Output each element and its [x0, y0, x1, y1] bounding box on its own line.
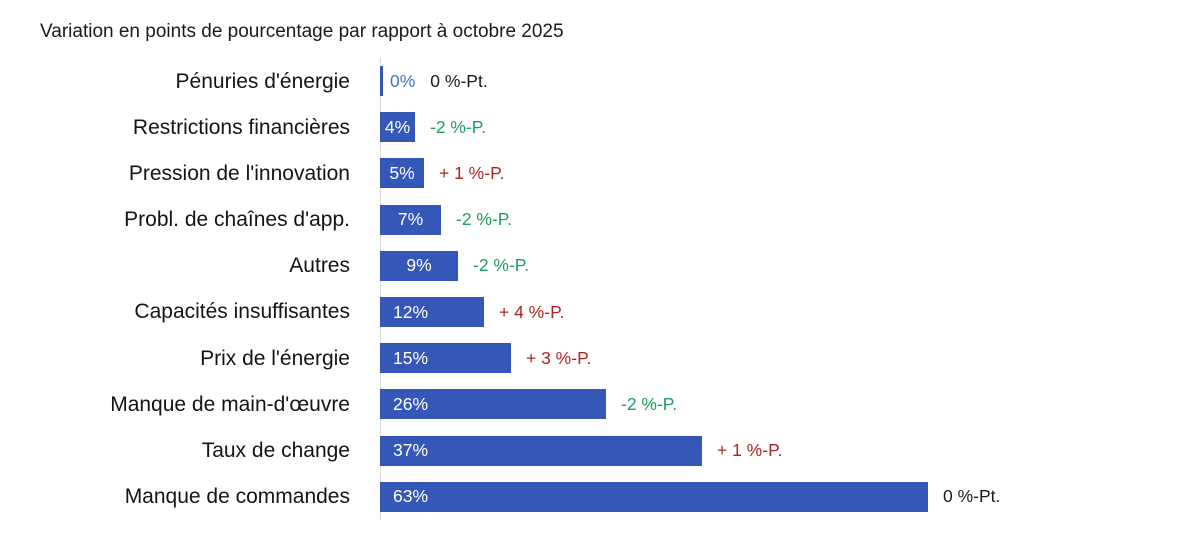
change-label: + 1 %-P. — [717, 440, 783, 461]
chart-row: Autres 9% -2 %-P. — [0, 243, 1200, 289]
axis-baseline — [380, 58, 381, 520]
chart-row: Pénuries d'énergie 0% 0 %-Pt. — [0, 58, 1200, 104]
change-label: + 4 %-P. — [499, 301, 565, 322]
bar: 15% — [380, 343, 511, 374]
category-label: Probl. de chaînes d'app. — [124, 208, 350, 232]
category-label: Prix de l'énergie — [200, 346, 350, 370]
bar-value-label: 15% — [393, 347, 429, 368]
bar-value-label: 63% — [393, 486, 429, 507]
bar-zone: 9% -2 %-P. — [380, 250, 530, 281]
chart-row: Manque de main-d'œuvre 26% -2 %-P. — [0, 381, 1200, 427]
category-label: Manque de commandes — [124, 485, 350, 509]
category-label: Restrictions financières — [132, 115, 350, 139]
bar-value-label: 9% — [406, 255, 432, 276]
change-label: + 1 %-P. — [439, 162, 505, 183]
bar-value-label: 7% — [397, 209, 424, 230]
bar: 12% — [380, 297, 484, 328]
category-label: Capacités insuffisantes — [134, 300, 350, 324]
bar-value-label: 37% — [393, 440, 429, 461]
bar — [380, 66, 383, 97]
bar-zone: 63% 0 %-Pt. — [380, 481, 1001, 512]
category-label: Manque de main-d'œuvre — [110, 392, 350, 416]
change-label: -2 %-P. — [456, 209, 513, 230]
chart-row: Probl. de chaînes d'app. 7% -2 %-P. — [0, 197, 1200, 243]
bar-value-label: 5% — [389, 162, 415, 183]
bar: 4% — [380, 112, 415, 143]
bar-zone: 26% -2 %-P. — [380, 389, 678, 420]
bar-value-label: 4% — [384, 116, 411, 137]
category-label: Pression de l'innovation — [128, 161, 350, 185]
bar-zone: 5% + 1 %-P. — [380, 158, 505, 189]
chart-title: Variation en points de pourcentage par r… — [40, 21, 564, 42]
chart-row: Pression de l'innovation 5% + 1 %-P. — [0, 150, 1200, 196]
category-label: Autres — [289, 254, 350, 278]
bar: 7% — [380, 204, 441, 235]
category-label: Taux de change — [201, 439, 350, 463]
change-label: + 3 %-P. — [526, 347, 592, 368]
change-label: -2 %-P. — [473, 255, 530, 276]
bar: 37% — [380, 435, 702, 466]
bar-zone: 7% -2 %-P. — [380, 204, 513, 235]
chart-row: Taux de change 37% + 1 %-P. — [0, 428, 1200, 474]
change-label: 0 %-Pt. — [430, 70, 488, 91]
bar-zone: 0% 0 %-Pt. — [380, 66, 488, 97]
bar: 9% — [380, 250, 458, 281]
bar-value-label: 26% — [393, 393, 429, 414]
bar-zone: 12% + 4 %-P. — [380, 297, 565, 328]
bar: 5% — [380, 158, 424, 189]
chart-row: Manque de commandes 63% 0 %-Pt. — [0, 474, 1200, 520]
bar-zone: 15% + 3 %-P. — [380, 343, 592, 374]
chart-row: Capacités insuffisantes 12% + 4 %-P. — [0, 289, 1200, 335]
change-label: 0 %-Pt. — [943, 486, 1001, 507]
bar-rows: Pénuries d'énergie 0% 0 %-Pt. Restrictions … — [0, 58, 1200, 520]
bar-zone: 37% + 1 %-P. — [380, 435, 783, 466]
bar-zone: 4% -2 %-P. — [380, 112, 487, 143]
category-label: Pénuries d'énergie — [175, 69, 350, 93]
bar-value-label: 12% — [393, 301, 429, 322]
change-label: -2 %-P. — [621, 393, 678, 414]
chart-row: Restrictions financières 4% -2 %-P. — [0, 104, 1200, 150]
bar: 26% — [380, 389, 606, 420]
change-label: -2 %-P. — [430, 116, 487, 137]
chart-row: Prix de l'énergie 15% + 3 %-P. — [0, 335, 1200, 381]
bar-value-label: 0% — [390, 70, 416, 91]
bar: 63% — [380, 481, 928, 512]
